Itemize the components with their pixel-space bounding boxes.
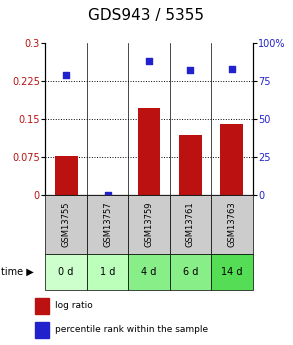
Text: 0 d: 0 d [58, 267, 74, 277]
Bar [35, 298, 49, 314]
Text: 4 d: 4 d [141, 267, 157, 277]
Bar [138, 108, 160, 195]
Point [105, 192, 110, 198]
Text: percentile rank within the sample: percentile rank within the sample [55, 325, 208, 334]
Bar [128, 254, 170, 290]
Bar [55, 156, 78, 195]
Bar [45, 254, 87, 290]
Text: time ▶: time ▶ [1, 267, 34, 277]
Bar [211, 254, 253, 290]
Bar [35, 322, 49, 338]
Text: GDS943 / 5355: GDS943 / 5355 [88, 8, 205, 23]
Text: 1 d: 1 d [100, 267, 115, 277]
Bar [87, 254, 128, 290]
Text: GSM13761: GSM13761 [186, 201, 195, 247]
Bar [170, 254, 211, 290]
Text: 14 d: 14 d [221, 267, 243, 277]
Text: GSM13757: GSM13757 [103, 201, 112, 247]
Point [229, 66, 234, 72]
Point [64, 72, 69, 78]
Text: 6 d: 6 d [183, 267, 198, 277]
Text: log ratio: log ratio [55, 301, 93, 310]
Text: GSM13759: GSM13759 [144, 201, 154, 247]
Point [188, 68, 193, 73]
Text: GSM13755: GSM13755 [62, 201, 71, 247]
Bar [170, 195, 211, 254]
Bar [45, 195, 87, 254]
Bar [211, 195, 253, 254]
Point [147, 59, 151, 64]
Bar [179, 135, 202, 195]
Bar [220, 124, 243, 195]
Text: GSM13763: GSM13763 [227, 201, 236, 247]
Bar [128, 195, 170, 254]
Bar [87, 195, 128, 254]
